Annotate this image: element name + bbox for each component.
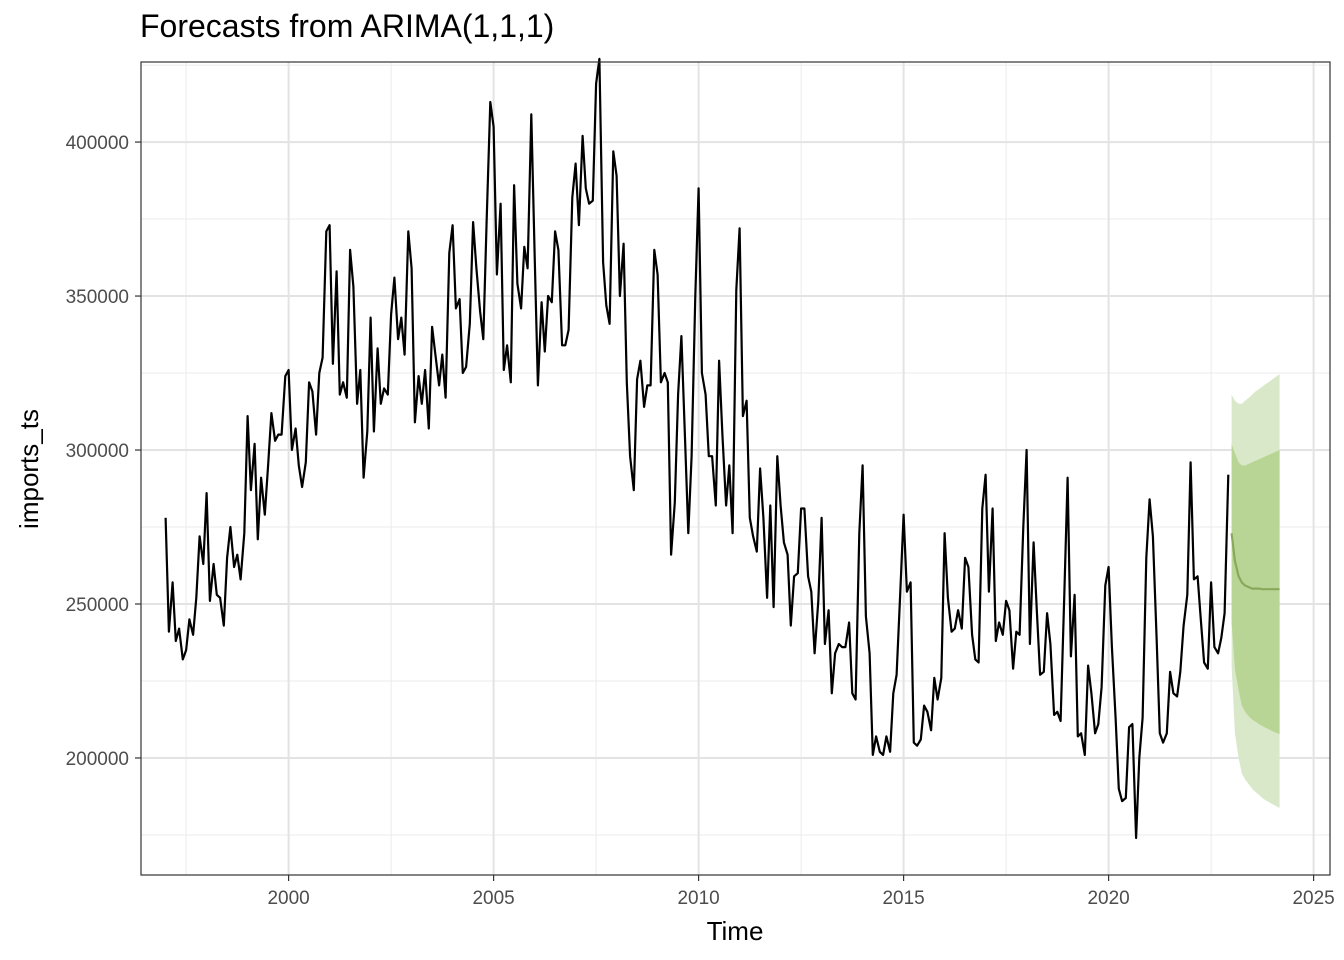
y-tick-label: 200000: [66, 749, 129, 770]
panel-border: [140, 61, 1331, 876]
grid-major: [141, 62, 1330, 875]
chart-title: Forecasts from ARIMA(1,1,1): [140, 8, 555, 44]
x-tick-label: 2000: [267, 888, 309, 909]
y-tick-label: 250000: [66, 595, 129, 616]
x-axis-title: Time: [707, 916, 764, 946]
x-axis: 2000 2005 2010 2015 2020 2025: [267, 875, 1335, 909]
series-lines: [164, 57, 1280, 840]
y-axis-title: imports_ts: [14, 409, 44, 529]
x-tick-label: 2015: [882, 888, 924, 909]
x-tick-label: 2025: [1292, 888, 1334, 909]
x-tick-label: 2005: [472, 888, 514, 909]
x-tick-label: 2010: [677, 888, 719, 909]
y-tick-label: 350000: [66, 287, 129, 308]
forecast-bands: [1231, 374, 1280, 808]
actual-series-line: [164, 57, 1230, 840]
y-axis: 200000 250000 300000 350000 400000: [66, 133, 141, 770]
y-tick-label: 400000: [66, 133, 129, 154]
forecast-series-line: [1230, 533, 1280, 591]
x-tick-label: 2020: [1087, 888, 1129, 909]
y-tick-label: 300000: [66, 441, 129, 462]
grid-minor: [141, 62, 1330, 875]
